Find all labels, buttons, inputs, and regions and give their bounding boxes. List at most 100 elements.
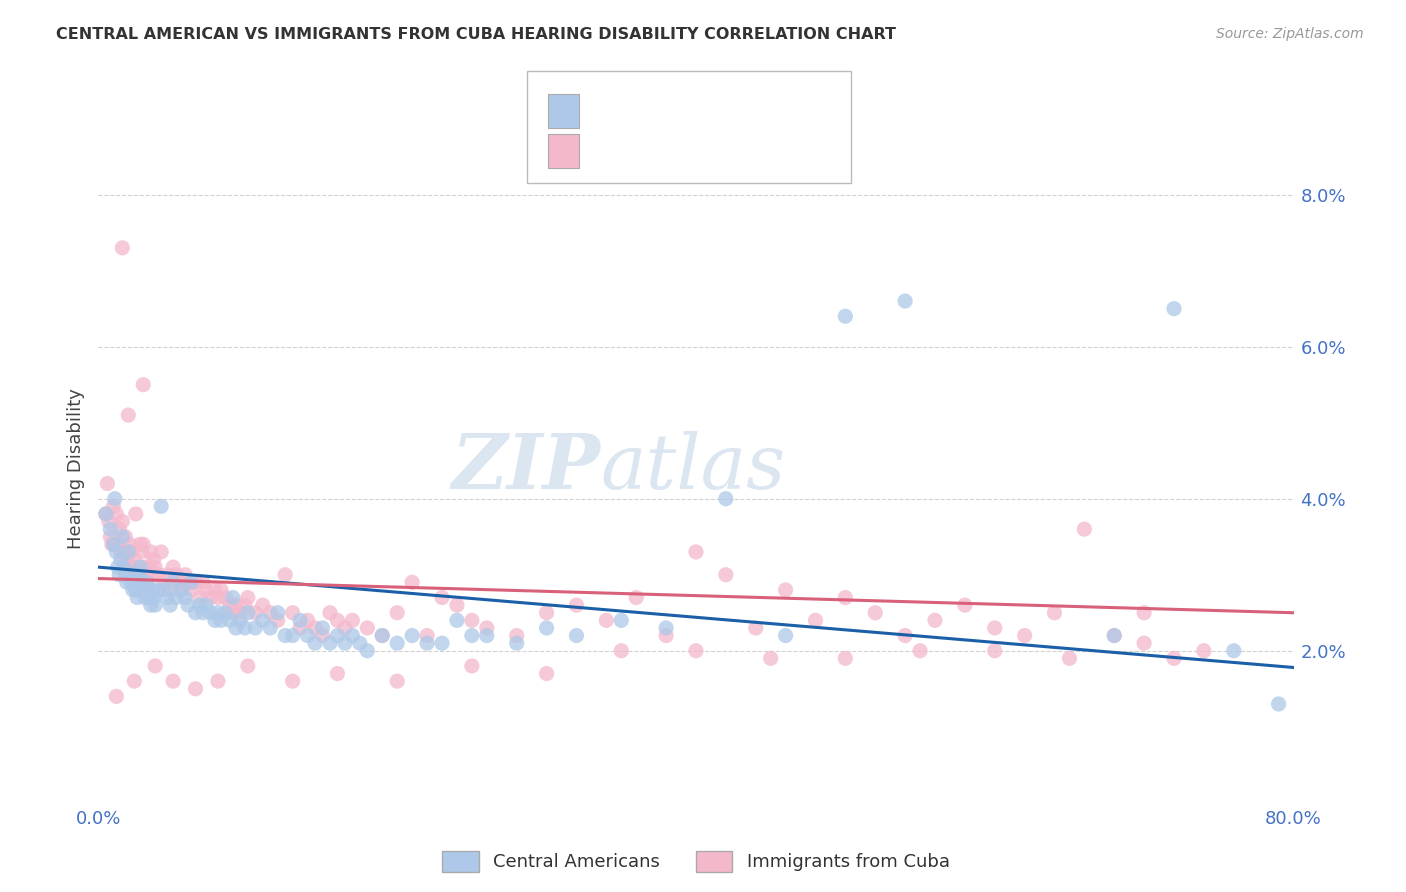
Point — [236, 591, 259, 605]
Point — [108, 567, 131, 582]
Point — [134, 560, 156, 574]
Point — [342, 613, 364, 627]
Point — [110, 545, 132, 559]
Point — [200, 591, 222, 605]
Point — [143, 659, 166, 673]
Point — [685, 545, 707, 559]
Point — [371, 628, 394, 642]
Point — [150, 500, 173, 514]
Point — [1267, 697, 1289, 711]
Point — [112, 545, 135, 559]
Point — [304, 636, 326, 650]
Point — [385, 636, 409, 650]
Point — [188, 591, 211, 605]
Point — [120, 575, 142, 590]
Point — [319, 636, 342, 650]
Point — [333, 636, 356, 650]
Point — [103, 500, 125, 514]
Point — [127, 591, 149, 605]
Point — [136, 575, 159, 590]
Point — [1014, 628, 1036, 642]
Point — [214, 606, 236, 620]
Text: atlas: atlas — [600, 432, 786, 505]
Point — [124, 552, 146, 566]
Point — [105, 545, 128, 559]
Point — [207, 606, 229, 620]
Point — [125, 507, 148, 521]
Point — [180, 582, 202, 597]
Point — [135, 567, 157, 582]
Point — [142, 591, 165, 605]
Point — [108, 522, 131, 536]
Point — [1163, 651, 1185, 665]
Point — [128, 567, 150, 582]
Point — [219, 613, 242, 627]
Point — [214, 591, 236, 605]
Point — [180, 575, 202, 590]
Point — [894, 628, 917, 642]
Point — [461, 659, 484, 673]
Point — [834, 310, 856, 324]
Point — [94, 507, 117, 521]
Point — [311, 621, 333, 635]
Point — [148, 567, 170, 582]
Point — [165, 591, 187, 605]
Point — [129, 537, 152, 551]
Point — [304, 621, 326, 635]
Point — [162, 575, 184, 590]
Point — [132, 377, 155, 392]
Point — [281, 606, 304, 620]
Point — [111, 241, 134, 255]
Point — [191, 606, 214, 620]
Point — [139, 598, 162, 612]
Point — [536, 621, 558, 635]
Text: -0.147: -0.147 — [626, 142, 685, 160]
Point — [1133, 636, 1156, 650]
Point — [207, 591, 229, 605]
Point — [983, 644, 1005, 658]
Point — [121, 582, 143, 597]
Point — [209, 613, 232, 627]
Point — [475, 628, 498, 642]
Point — [1043, 606, 1066, 620]
Point — [775, 582, 797, 597]
Point — [124, 674, 146, 689]
Point — [259, 621, 281, 635]
Point — [194, 598, 218, 612]
Point — [184, 606, 207, 620]
Point — [326, 666, 349, 681]
Point — [319, 606, 342, 620]
Point — [132, 582, 155, 597]
Point — [1059, 651, 1081, 665]
Text: ZIP: ZIP — [451, 432, 600, 505]
Point — [416, 636, 439, 650]
Point — [143, 598, 166, 612]
Point — [96, 476, 118, 491]
Point — [105, 690, 128, 704]
Point — [169, 582, 191, 597]
Point — [156, 567, 179, 582]
Point — [222, 591, 245, 605]
Point — [225, 621, 247, 635]
Point — [349, 636, 371, 650]
Point — [506, 636, 529, 650]
Point — [655, 628, 678, 642]
Point — [131, 545, 153, 559]
Point — [834, 651, 856, 665]
Point — [233, 621, 256, 635]
Point — [174, 567, 197, 582]
Point — [1192, 644, 1215, 658]
Point — [655, 621, 678, 635]
Point — [148, 582, 170, 597]
Point — [114, 530, 136, 544]
Point — [745, 621, 768, 635]
Point — [120, 545, 142, 559]
Point — [162, 674, 184, 689]
Point — [342, 628, 364, 642]
Point — [714, 491, 737, 506]
Point — [326, 613, 349, 627]
Point — [121, 560, 143, 574]
Point — [274, 628, 297, 642]
Point — [97, 515, 120, 529]
Point — [153, 582, 176, 597]
